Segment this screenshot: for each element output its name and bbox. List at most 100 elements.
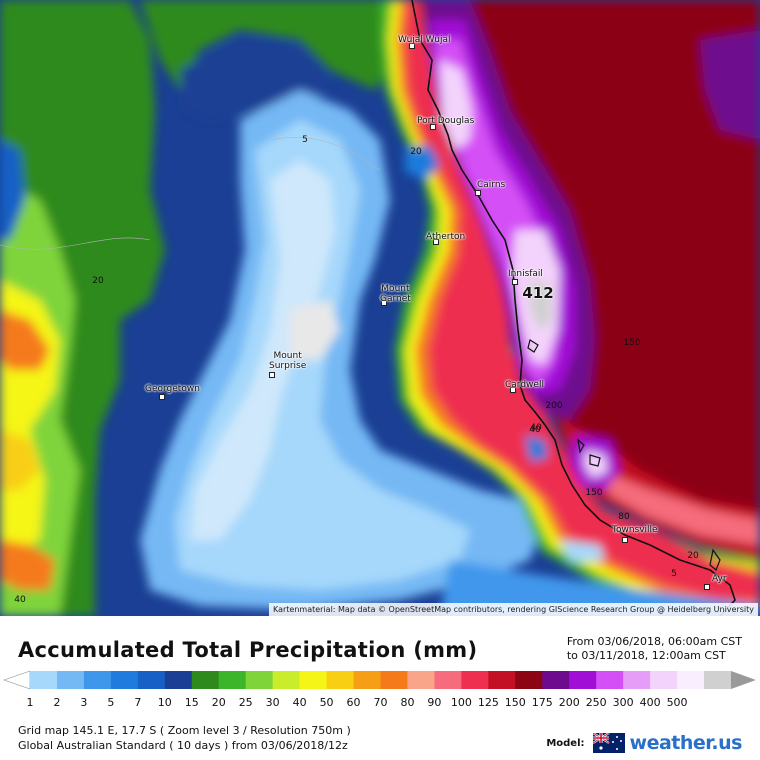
place-label: Atherton [426, 232, 465, 242]
place-label-line: Georgetown [145, 384, 200, 394]
color-scale-labels: 1 2 3 5 7 10 15 20 25 30 40 50 60 70 80 90 100 125 150 175 2… [0, 696, 760, 710]
scale-swatch [623, 671, 651, 689]
legend-title: Accumulated Total Precipitation (mm) [18, 638, 478, 662]
place-label-line: Atherton [426, 232, 466, 242]
period-from: From 03/06/2018, 06:00am CST [566, 635, 742, 648]
place-label-line: Cardwell [505, 380, 544, 390]
scale-swatch [650, 671, 678, 689]
contour-label: 40 [529, 425, 541, 435]
scale-tick-label: 50 [319, 696, 334, 709]
model-branding: Model: weather.us [546, 730, 742, 756]
scale-tick-label: 20 [211, 696, 226, 709]
scale-swatch [191, 671, 220, 689]
scale-tick-label: 125 [477, 696, 499, 709]
scale-swatch [137, 671, 166, 689]
place-marker [430, 124, 436, 130]
place-marker [512, 279, 518, 285]
scale-tick-label: 40 [292, 696, 307, 709]
scale-tick-label: 2 [53, 696, 61, 709]
contour-label: 5 [671, 569, 677, 579]
precipitation-map[interactable]: Wujal Wujal Port Douglas Cairns Atherton Inn… [0, 0, 760, 616]
place-label: Ayr [712, 574, 727, 584]
place-label: Mount Garnet [380, 284, 411, 304]
scale-swatch [299, 671, 328, 689]
scale-tick-label: 200 [558, 696, 580, 709]
contour-label: 80 [618, 512, 630, 522]
max-value-label: 412 [522, 284, 554, 302]
map-attribution: Kartenmaterial: Map data © OpenStreetMap… [268, 603, 758, 616]
scale-swatch [461, 671, 489, 689]
place-label-line: Mount [273, 351, 302, 361]
color-scale-bar [3, 670, 756, 690]
scale-tick-label: 1 [26, 696, 34, 709]
contour-label: 150 [585, 488, 603, 498]
contour-label: 20 [410, 147, 422, 157]
scale-swatch [245, 671, 274, 689]
place-label-line: Wujal Wujal [398, 35, 451, 45]
islands [527, 339, 721, 571]
grid-info-line-2: Global Australian Standard ( 10 days ) f… [18, 739, 348, 752]
scale-swatch [83, 671, 112, 689]
scale-tick-label: 3 [80, 696, 88, 709]
scale-swatch [272, 671, 301, 689]
place-label-line: Mount [381, 284, 410, 294]
coastline [411, 0, 736, 616]
scale-arrow-low [3, 670, 31, 690]
scale-tick-label: 400 [639, 696, 661, 709]
place-marker [433, 239, 439, 245]
scale-swatch [56, 671, 85, 689]
place-label-line: Innisfail [508, 269, 543, 279]
contour-label: 40 [14, 595, 26, 605]
place-label: Cairns [477, 180, 505, 190]
scale-swatch [407, 671, 435, 689]
brand-logo[interactable]: weather.us [629, 732, 743, 754]
scale-swatch [30, 671, 58, 689]
scale-swatch [353, 671, 381, 689]
contour-label: 150 [623, 338, 641, 348]
scale-swatch [164, 671, 193, 689]
scale-swatch [488, 671, 516, 689]
place-label-line: Cairns [477, 180, 506, 190]
place-label-line: Port Douglas [417, 116, 475, 126]
place-label: Mount Surprise [269, 351, 306, 371]
scale-tick-label: 60 [346, 696, 361, 709]
scale-tick-label: 7 [134, 696, 142, 709]
contour-label: 20 [687, 551, 699, 561]
scale-tick-label: 100 [450, 696, 472, 709]
contour-label: 40 [530, 423, 542, 433]
place-label: Innisfail [508, 269, 543, 279]
scale-tick-label: 500 [666, 696, 688, 709]
place-label-line: Surprise [269, 361, 307, 371]
scale-tick-label: 70 [373, 696, 388, 709]
scale-swatch [218, 671, 247, 689]
precipitation-field [0, 0, 760, 616]
period-to: to 03/11/2018, 12:00am CST [566, 649, 726, 662]
scale-tick-label: 90 [427, 696, 442, 709]
scale-tick-label: 175 [531, 696, 553, 709]
scale-tick-label: 5 [107, 696, 115, 709]
place-label: Cardwell [505, 380, 544, 390]
scale-swatch [542, 671, 570, 689]
forecast-period: From 03/06/2018, 06:00am CST to 03/11/20… [567, 635, 742, 663]
place-marker [381, 300, 387, 306]
scale-swatch [704, 671, 732, 689]
scale-swatch [596, 671, 624, 689]
place-marker [269, 372, 275, 378]
scale-tick-label: 300 [612, 696, 634, 709]
contour-label: 20 [92, 276, 104, 286]
scale-tick-label: 80 [400, 696, 415, 709]
place-marker [510, 387, 516, 393]
scale-swatch [515, 671, 543, 689]
scale-swatch [677, 671, 705, 689]
grid-info: Grid map 145.1 E, 17.7 S ( Zoom level 3 … [18, 723, 351, 753]
place-label: Townsville [612, 525, 658, 535]
place-marker [704, 584, 710, 590]
scale-swatch [569, 671, 597, 689]
scale-swatch [380, 671, 408, 689]
scale-tick-label: 150 [504, 696, 526, 709]
australia-flag-icon [592, 733, 625, 753]
place-marker [409, 43, 415, 49]
place-marker [159, 394, 165, 400]
contour-label: 200 [545, 401, 563, 411]
scale-swatch [110, 671, 139, 689]
